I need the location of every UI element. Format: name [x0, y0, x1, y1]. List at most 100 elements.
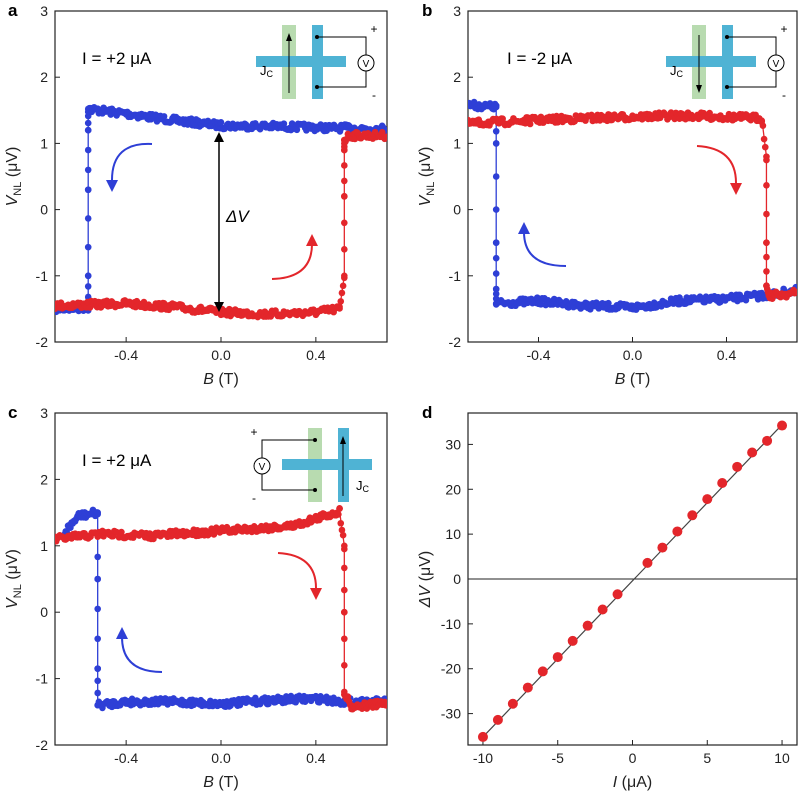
- arrow-head: [214, 132, 224, 142]
- voltmeter-icon: [253, 457, 271, 475]
- voltmeter-wire: [261, 439, 315, 458]
- sweep-arrow: [271, 243, 313, 280]
- arrow-head: [286, 33, 292, 41]
- device-inset: JC V + -: [256, 22, 378, 102]
- channel-bar: [282, 459, 372, 470]
- panel-label: c: [8, 403, 17, 422]
- data-point: [605, 299, 612, 307]
- channel-bar-vertical: [722, 25, 733, 99]
- y-tick-label: -1: [449, 268, 462, 284]
- data-point: [642, 557, 653, 568]
- y-tick-label: 2: [453, 69, 461, 85]
- x-tick-label: 0.0: [211, 347, 231, 363]
- data-point: [84, 215, 92, 222]
- data-point: [94, 605, 101, 613]
- data-point: [158, 305, 166, 313]
- sweep-arrow: [696, 145, 737, 184]
- contact-dot: [725, 35, 729, 39]
- data-point: [477, 731, 488, 742]
- data-point: [492, 127, 500, 135]
- data-point: [84, 243, 92, 251]
- y-axis-label: ΔV (μV): [417, 551, 434, 608]
- panel-label: b: [422, 1, 432, 20]
- data-point: [687, 510, 698, 521]
- data-point: [492, 140, 500, 147]
- data-point: [492, 206, 500, 213]
- data-point: [336, 303, 343, 311]
- jc-label: JC: [260, 63, 274, 79]
- data-point: [94, 689, 101, 697]
- voltmeter-icon: [357, 54, 375, 72]
- y-tick-label: 0: [40, 202, 48, 218]
- panel-b: b -0.4 0.0 0.4 -2 -1 0 1 2 3 B (T) VNL (μV): [417, 1, 798, 388]
- data-point: [522, 682, 533, 693]
- data-point: [341, 246, 348, 253]
- data-point: [341, 608, 348, 616]
- y-tick-label: 10: [445, 526, 461, 542]
- y-tick-label: 2: [40, 69, 48, 85]
- data-point: [717, 477, 728, 488]
- x-axis-label: B (T): [615, 371, 651, 388]
- data-point: [537, 666, 548, 677]
- series-red: [468, 109, 797, 302]
- x-tick-label: 5: [703, 750, 711, 766]
- arrow-head: [214, 302, 224, 312]
- y-tick-label: 30: [445, 436, 461, 452]
- y-tick-label: -2: [449, 334, 462, 350]
- data-point: [526, 120, 534, 128]
- data-point: [341, 662, 348, 669]
- data-point: [84, 186, 92, 194]
- data-point: [672, 526, 683, 537]
- x-tick-label: 10: [774, 750, 790, 766]
- data-point: [94, 677, 101, 685]
- data-point: [763, 253, 770, 261]
- series-blue: [468, 98, 797, 313]
- data-point: [492, 285, 500, 293]
- data-point: [507, 698, 518, 709]
- arrow-head: [696, 85, 702, 93]
- data-point: [252, 694, 259, 702]
- data-point: [337, 298, 345, 305]
- data-point: [552, 652, 563, 663]
- data-point: [533, 294, 541, 301]
- series-red: [55, 128, 387, 321]
- series-line: [63, 511, 387, 706]
- polarity-plus: +: [780, 22, 787, 36]
- jc-label: JC: [356, 478, 370, 494]
- device-inset: JC V + -: [666, 22, 788, 102]
- data-point: [492, 103, 500, 111]
- data-point: [759, 122, 767, 129]
- data-point: [732, 461, 743, 472]
- data-point: [339, 282, 347, 290]
- data-point: [336, 505, 343, 512]
- data-point: [94, 665, 101, 672]
- data-point: [293, 126, 301, 134]
- data-point: [84, 166, 92, 174]
- y-axis-label: VNL (μV): [4, 147, 24, 207]
- data-point: [761, 143, 769, 151]
- data-point: [341, 219, 348, 227]
- y-tick-label: 3: [40, 405, 48, 421]
- data-point: [84, 272, 92, 280]
- voltmeter-symbol: V: [773, 59, 780, 70]
- contact-dot: [315, 35, 319, 39]
- plot-area: [468, 420, 797, 742]
- sweep-arrow: [111, 142, 153, 181]
- data-point: [793, 288, 797, 296]
- x-axis-label: I (μA): [613, 774, 652, 791]
- data-point: [341, 272, 348, 280]
- data-point: [84, 283, 92, 290]
- voltmeter-wire: [727, 36, 777, 55]
- y-tick-label: 20: [445, 481, 461, 497]
- y-tick-label: 0: [453, 202, 461, 218]
- data-point: [758, 117, 766, 125]
- voltmeter-icon: [767, 54, 785, 72]
- data-point: [612, 589, 623, 600]
- data-point: [84, 119, 92, 127]
- data-point: [118, 528, 125, 536]
- x-axis-label: B (T): [203, 774, 239, 791]
- data-point: [94, 575, 101, 583]
- contact-dot: [725, 85, 729, 89]
- x-tick-label: 0.4: [717, 347, 737, 363]
